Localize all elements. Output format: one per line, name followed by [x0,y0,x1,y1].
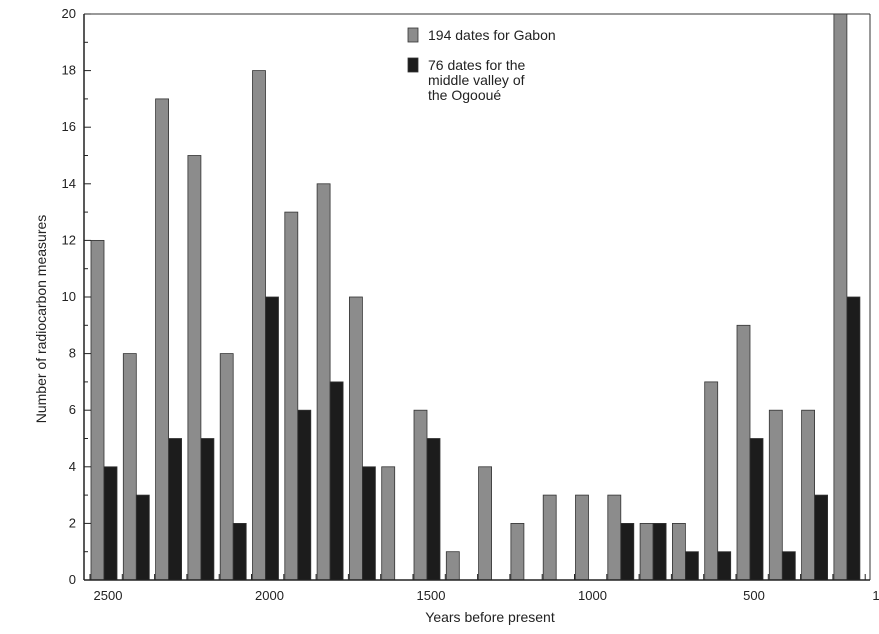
bar-ogooue-1500 [426,438,441,581]
legend-label-ogooue: 76 dates for the middle valley of the Ogoo… [428,57,526,103]
y-tick-label-18: 18 [62,63,76,78]
y-tick-label-8: 8 [69,346,76,361]
bar-gabon-1100 [542,494,557,581]
bar-ogooue-700 [685,551,699,581]
x-tick-label-2000: 2000 [255,588,284,603]
bar-ogooue-500 [749,438,764,581]
bar-gabon-2500 [90,239,105,581]
bar-ogooue-400 [781,551,796,581]
bar-gabon-500 [736,324,751,581]
bar-gabon-800 [639,523,654,581]
bar-gabon-2100 [219,353,234,581]
bar-gabon-2400 [122,353,137,581]
bar-gabon-200 [833,13,848,581]
y-axis-title: Number of radiocarbon measures [33,215,49,424]
bar-ogooue-2000 [265,296,279,581]
y-tick-label-20: 20 [62,6,76,21]
bar-ogooue-1800 [329,381,344,581]
bar-gabon-1300 [478,466,493,581]
bar-gabon-1900 [284,211,299,581]
bar-gabon-2000 [252,70,266,581]
bar-gabon-900 [607,494,622,581]
bar-gabon-1200 [510,523,525,581]
bar-ogooue-900 [620,523,635,581]
bar-ogooue-2300 [168,438,183,581]
bar-gabon-700 [672,523,686,581]
bar-ogooue-2100 [232,523,247,581]
bar-ogooue-1700 [361,466,376,581]
y-tick-label-12: 12 [62,232,76,247]
bar-ogooue-2400 [135,494,150,581]
y-tick-label-2: 2 [69,515,76,530]
legend-swatch-gabon [407,27,419,43]
bar-gabon-300 [801,409,815,581]
bar-ogooue-200 [846,296,861,581]
legend-label-gabon: 194 dates for Gabon [428,27,556,43]
y-tick-label-10: 10 [62,289,76,304]
bar-ogooue-600 [717,551,732,581]
bar-gabon-400 [768,409,783,581]
bar-gabon-2200 [187,155,202,581]
bar-gabon-1000 [575,494,589,581]
y-tick-label-4: 4 [69,459,76,474]
bar-gabon-1800 [316,183,331,581]
bar-ogooue-2500 [103,466,118,581]
x-tick-label-1000: 1000 [578,588,607,603]
bar-ogooue-300 [814,494,828,581]
bar-ogooue-1900 [297,409,312,581]
bar-gabon-2300 [155,98,170,581]
bar-gabon-1600 [381,466,396,581]
y-tick-label-16: 16 [62,119,76,134]
y-tick-label-6: 6 [69,402,76,417]
x-tick-label-1500: 1500 [417,588,446,603]
x-axis-title: Years before present [425,609,555,625]
y-tick-label-0: 0 [69,572,76,587]
bar-gabon-1700 [348,296,363,581]
bar-gabon-600 [704,381,719,581]
bar-gabon-1400 [445,551,460,581]
bar-gabon-1500 [413,409,428,581]
x-tick-label-2500: 2500 [94,588,123,603]
x-tick-label-100: 100 [872,588,879,603]
bar-ogooue-2200 [200,438,215,581]
legend-swatch-ogooue [407,57,419,73]
x-tick-label-500: 500 [743,588,765,603]
y-tick-label-14: 14 [62,176,76,191]
bar-ogooue-800 [652,523,667,581]
